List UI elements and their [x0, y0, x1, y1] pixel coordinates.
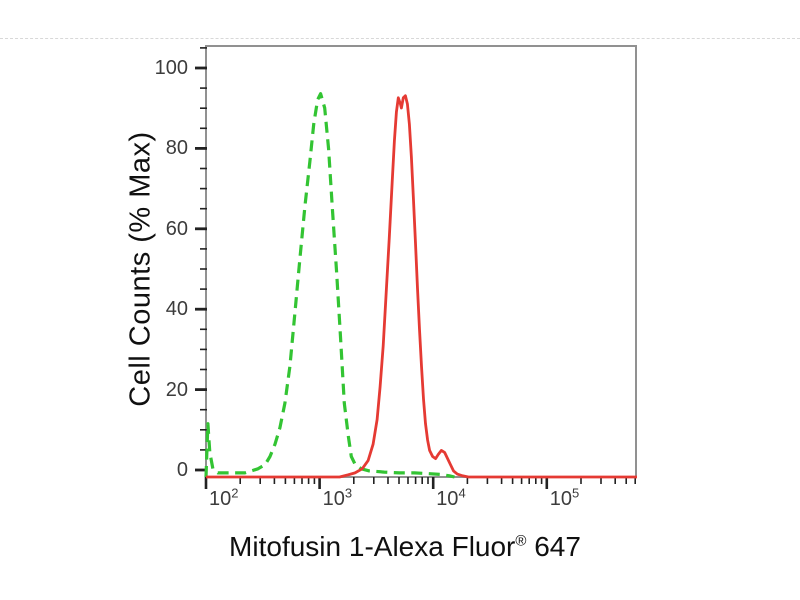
separator-line [0, 38, 800, 39]
y-tick-label: 0 [176, 459, 188, 481]
y-tick-label: 20 [165, 378, 188, 401]
x-tick-label: 105 [549, 485, 580, 510]
x-tick-label: 103 [322, 485, 353, 510]
stained-histogram-curve [206, 94, 637, 479]
x-axis-title-tail: 647 [526, 531, 581, 562]
x-axis-title: Mitofusin 1-Alexa Fluor® 647 [229, 531, 581, 563]
registered-trademark-icon: ® [515, 532, 527, 550]
control-histogram-curve [204, 92, 455, 479]
x-tick-label: 104 [436, 485, 466, 510]
x-tick-label: 102 [209, 485, 239, 510]
y-tick-label: 80 [165, 137, 188, 160]
y-tick-label: 100 [154, 57, 188, 79]
y-tick-label: 60 [165, 217, 188, 240]
plot-frame [205, 45, 637, 478]
y-tick-label: 40 [165, 298, 188, 321]
y-axis-title: Cell Counts (% Max) [124, 131, 157, 407]
x-axis-title-main: Mitofusin 1-Alexa Fluor [229, 531, 516, 562]
